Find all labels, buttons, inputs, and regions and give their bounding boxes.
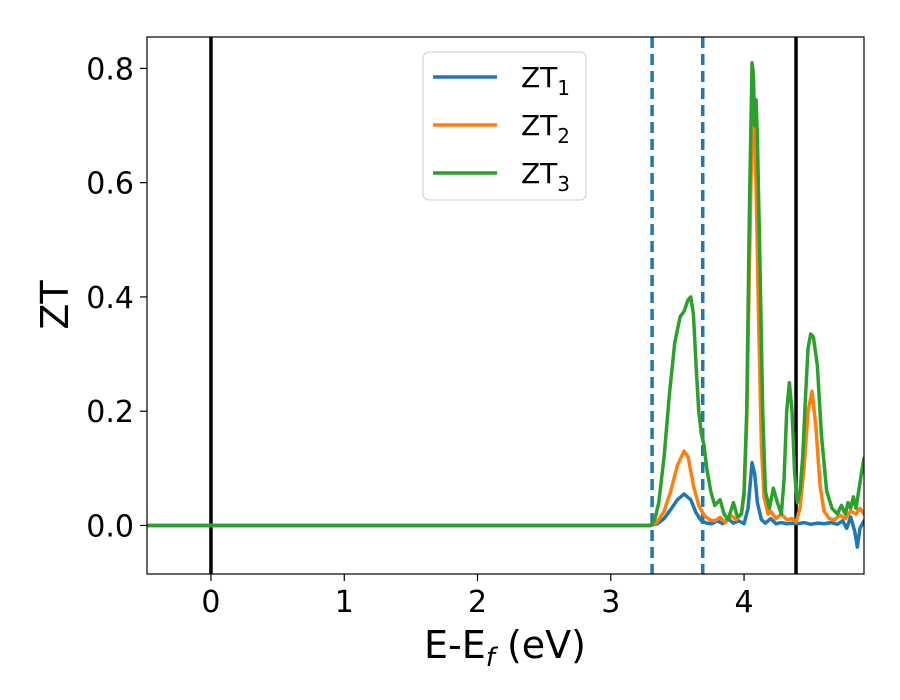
x-tick-label: 2 bbox=[468, 585, 487, 620]
series-line-zt3 bbox=[147, 60, 864, 528]
y-tick-label: 0.0 bbox=[86, 509, 134, 544]
legend-box bbox=[422, 51, 587, 201]
y-tick-label: 0.8 bbox=[86, 52, 134, 87]
series-line-zt2 bbox=[147, 112, 864, 528]
y-axis-title: ZT bbox=[33, 280, 77, 330]
x-tick-label: 0 bbox=[201, 585, 220, 620]
x-axis-title-unit: (eV) bbox=[495, 623, 586, 667]
series-line-zt1 bbox=[147, 460, 864, 549]
y-tick-label: 0.4 bbox=[86, 281, 134, 316]
y-tick-label: 0.2 bbox=[86, 395, 134, 430]
x-tick-label: 4 bbox=[735, 585, 754, 620]
y-tick-label: 0.6 bbox=[86, 167, 134, 202]
x-tick-label: 1 bbox=[335, 585, 354, 620]
legend-entry-zt2: ZT2 bbox=[433, 109, 570, 148]
legend: ZT1 ZT2 ZT3 bbox=[422, 51, 587, 201]
x-axis-title-main: E-E bbox=[424, 623, 486, 667]
x-tick-label: 3 bbox=[601, 585, 620, 620]
legend-label: ZT1 bbox=[521, 61, 570, 100]
legend-label: ZT2 bbox=[521, 109, 570, 148]
plot-frame bbox=[146, 36, 865, 575]
legend-entry-zt1: ZT1 bbox=[433, 61, 570, 100]
legend-label: ZT3 bbox=[521, 157, 570, 196]
x-axis-title: E-Ef (eV) bbox=[424, 623, 586, 673]
legend-entry-zt3: ZT3 bbox=[433, 157, 570, 196]
